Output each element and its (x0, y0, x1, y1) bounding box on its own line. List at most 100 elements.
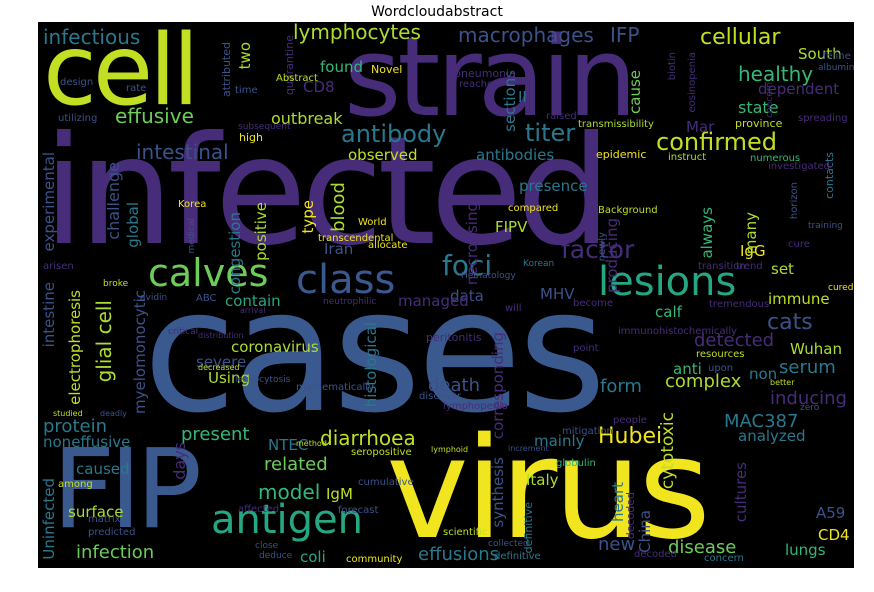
word: quarantine (283, 35, 296, 96)
word: peritonitis (426, 331, 482, 344)
word: attributed (220, 42, 233, 97)
word: decoded (624, 492, 637, 540)
word: method (296, 439, 327, 448)
word: become (573, 298, 614, 309)
word: healthy (738, 62, 814, 86)
word: Iran (324, 240, 354, 258)
word: cured (828, 283, 854, 293)
word: definitive (494, 551, 541, 562)
word: Hubei (598, 424, 663, 449)
word: broke (103, 279, 129, 289)
word: days (170, 442, 189, 480)
word: investigated (768, 161, 830, 172)
word: class (296, 257, 396, 303)
word: China (636, 510, 654, 553)
word: IgG (740, 242, 766, 260)
word: transcendental (318, 233, 394, 244)
word: cytotoxic (658, 412, 678, 490)
word: data (450, 287, 484, 305)
word: challenge (104, 162, 123, 240)
word: allocate (368, 240, 408, 251)
word: A59 (816, 504, 846, 522)
word: cause (626, 70, 644, 114)
word: calves (148, 251, 269, 295)
word: decoded (634, 549, 677, 560)
word: caused (76, 460, 130, 478)
word: people (613, 415, 647, 426)
word: immune (768, 290, 830, 308)
word: predicted (88, 527, 136, 538)
word: outbreak (271, 109, 343, 128)
word: cumulative (358, 477, 414, 488)
word: cats (767, 310, 813, 335)
word: leukocytosis (235, 375, 291, 385)
word: blood (328, 182, 349, 232)
word: type (299, 200, 317, 234)
word: Uninfected (40, 478, 58, 560)
word: arrival (240, 306, 266, 315)
word: coronavirus (231, 338, 319, 356)
word: effusive (115, 104, 194, 128)
word: cellular (700, 25, 781, 50)
word: concern (765, 82, 775, 118)
word: always (698, 207, 716, 259)
word: globulin (556, 458, 596, 469)
word: Italy (526, 471, 559, 489)
word: pneumonia (454, 67, 516, 80)
word: presence (519, 177, 588, 195)
word: design (60, 77, 94, 88)
word: point (573, 343, 599, 354)
word: factor (561, 235, 635, 264)
word: Abstract (276, 73, 318, 84)
word: managed (398, 292, 469, 310)
word: effusions (418, 544, 500, 565)
word: arisen (43, 261, 74, 272)
word: deadly (100, 409, 127, 418)
word: medical (187, 218, 197, 254)
word: two (236, 42, 254, 70)
word-cloud: cases infected virus cell strain FIP ant… (38, 22, 854, 568)
word: Mar (686, 118, 715, 136)
word: training (808, 221, 843, 231)
word: transition (698, 261, 746, 272)
word: collected (488, 539, 529, 549)
word: forecast (338, 505, 379, 516)
word: non (749, 365, 778, 383)
word: NTEC (268, 436, 309, 454)
word: antibodies (476, 146, 555, 164)
word: upon (708, 363, 734, 374)
word: epidemic (596, 148, 647, 161)
word: discover (419, 391, 462, 402)
word: dependent (758, 80, 840, 98)
word: feline (823, 51, 851, 62)
word: neutrophilic (323, 297, 377, 307)
word: histological (362, 322, 380, 408)
word: II (518, 88, 527, 106)
word: antigen (211, 497, 364, 543)
word: better (770, 378, 795, 387)
word: rate (126, 83, 147, 94)
word: high (239, 131, 263, 144)
word: titer (525, 119, 576, 147)
word: inducing (770, 388, 847, 409)
word: detected (694, 330, 775, 351)
word: deduce (259, 551, 293, 561)
word: FIP (52, 425, 202, 553)
word: cell (43, 22, 200, 128)
word: infection (76, 542, 155, 563)
word: surface (68, 503, 124, 521)
word: zero (800, 403, 820, 413)
word: IgM (326, 485, 353, 503)
word: contain (225, 292, 281, 310)
word: matrix (88, 514, 121, 525)
word: global (124, 202, 142, 248)
word: utilizing (58, 113, 98, 124)
word: albumin (818, 63, 854, 73)
word: resources (696, 349, 745, 360)
word: disease (668, 537, 737, 558)
word: province (735, 117, 783, 130)
word: anti (673, 360, 702, 378)
word: related (264, 454, 328, 475)
word: myelomonocytic (131, 290, 149, 414)
word: scientific (443, 527, 488, 538)
